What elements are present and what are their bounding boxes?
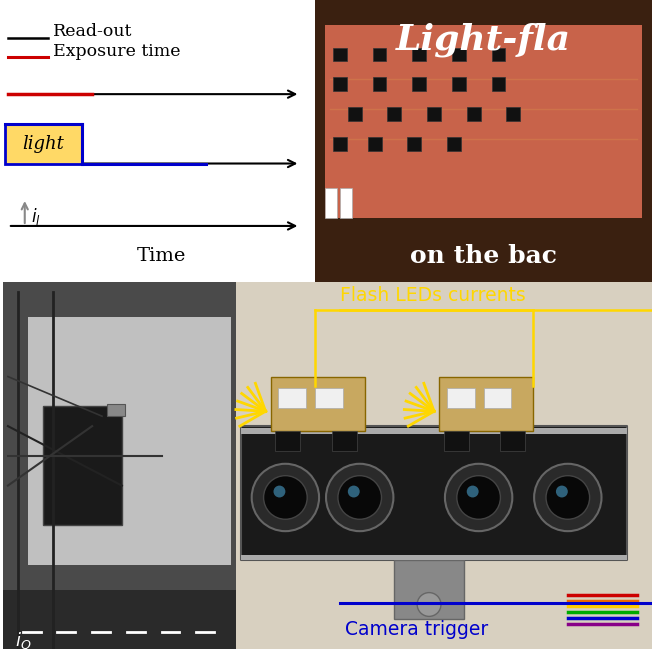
Circle shape: [546, 476, 590, 519]
Bar: [427, 107, 441, 121]
Bar: [452, 77, 466, 91]
Bar: [483, 388, 512, 408]
Bar: [278, 388, 306, 408]
Bar: [439, 377, 533, 431]
Text: light: light: [23, 135, 65, 153]
Bar: [241, 555, 627, 560]
Bar: [388, 107, 402, 121]
Circle shape: [348, 485, 360, 497]
Bar: [340, 188, 352, 218]
Bar: [506, 107, 520, 121]
Bar: [5, 124, 83, 164]
Circle shape: [252, 464, 319, 531]
Bar: [373, 77, 386, 91]
Circle shape: [274, 485, 286, 497]
Circle shape: [338, 476, 381, 519]
Bar: [447, 137, 460, 151]
Bar: [412, 48, 426, 62]
Bar: [407, 137, 421, 151]
Circle shape: [263, 476, 307, 519]
Circle shape: [556, 485, 568, 497]
Bar: [367, 137, 381, 151]
Text: $i_l$: $i_l$: [31, 206, 41, 227]
Bar: [333, 77, 347, 91]
Bar: [325, 188, 337, 218]
Text: on the bac: on the bac: [410, 244, 557, 268]
Bar: [348, 107, 362, 121]
Circle shape: [534, 464, 601, 531]
Circle shape: [457, 476, 500, 519]
Text: Light-fla: Light-fla: [396, 22, 571, 57]
Text: Camera trigger: Camera trigger: [345, 620, 488, 639]
Bar: [107, 404, 125, 416]
Circle shape: [417, 593, 441, 616]
Bar: [394, 560, 464, 620]
Bar: [28, 317, 231, 565]
Bar: [325, 25, 642, 218]
Bar: [373, 48, 386, 62]
Bar: [3, 0, 310, 282]
Bar: [444, 431, 469, 451]
Bar: [412, 77, 426, 91]
Bar: [43, 406, 122, 525]
Text: Read-out: Read-out: [52, 23, 132, 40]
Bar: [500, 431, 525, 451]
Bar: [315, 0, 652, 282]
Circle shape: [326, 464, 394, 531]
Bar: [332, 431, 357, 451]
Bar: [276, 431, 300, 451]
Bar: [3, 282, 236, 649]
Bar: [491, 48, 506, 62]
Bar: [271, 377, 365, 431]
Bar: [491, 77, 506, 91]
Bar: [333, 137, 347, 151]
Bar: [241, 428, 627, 434]
Bar: [315, 388, 343, 408]
Bar: [467, 107, 481, 121]
Text: $i_Q$: $i_Q$: [15, 631, 31, 654]
Bar: [236, 282, 652, 649]
Text: Exposure time: Exposure time: [52, 43, 180, 60]
Text: Flash LEDs currents: Flash LEDs currents: [340, 286, 525, 305]
Bar: [447, 388, 475, 408]
Bar: [452, 48, 466, 62]
Circle shape: [467, 485, 479, 497]
Bar: [241, 426, 627, 560]
Circle shape: [445, 464, 512, 531]
Bar: [333, 48, 347, 62]
Bar: [3, 590, 236, 649]
Text: Time: Time: [137, 247, 186, 265]
